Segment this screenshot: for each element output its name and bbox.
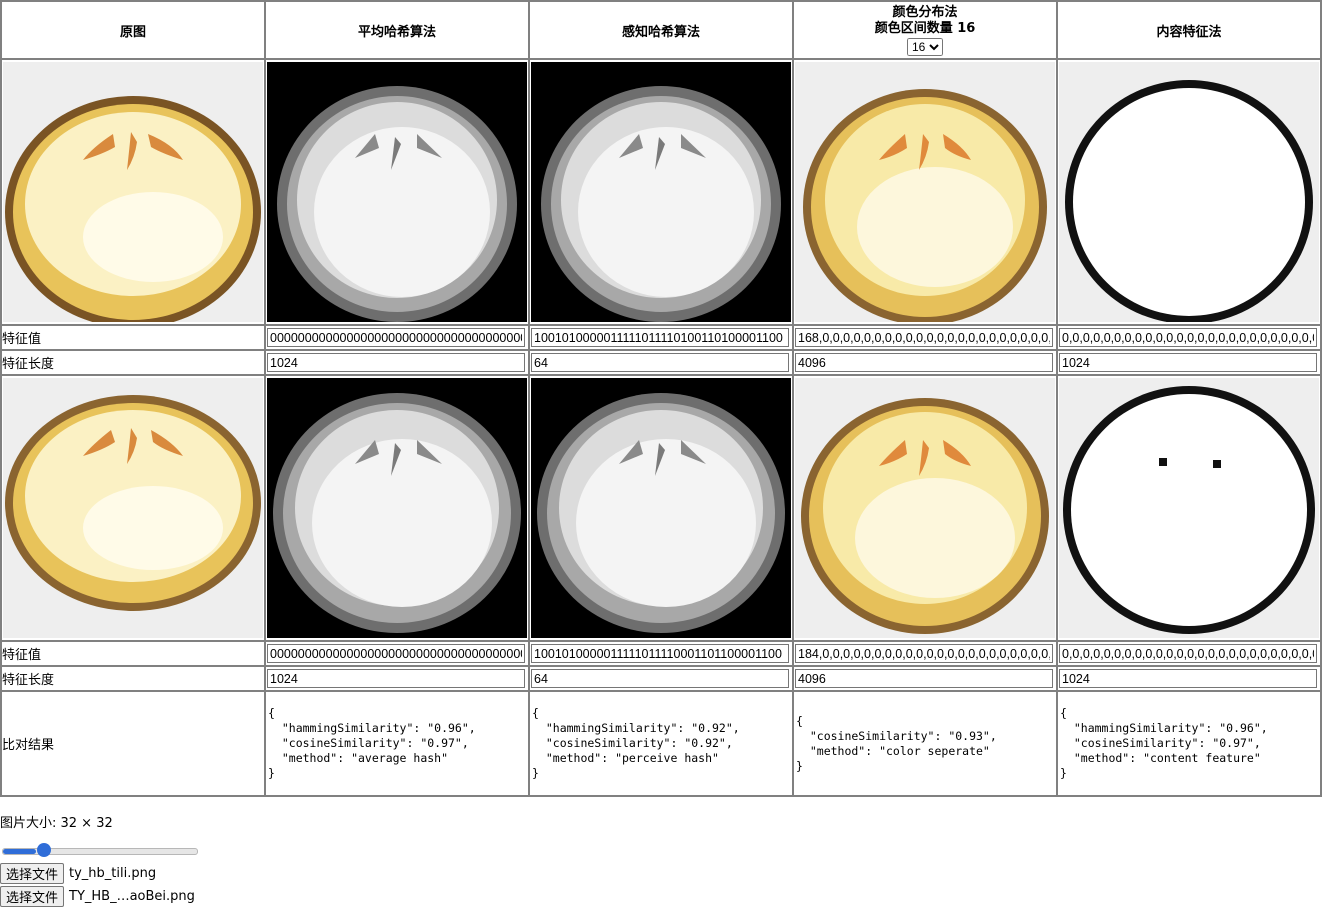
image2-row (1, 375, 1321, 641)
image1-ahash-preview (267, 62, 527, 322)
image1-ahash-cell (265, 59, 529, 325)
image2-phash-value[interactable] (531, 644, 789, 663)
color-bins-select[interactable]: 16 (907, 37, 943, 56)
compare-result-label: 比对结果 (1, 691, 265, 796)
slider-thumb[interactable] (36, 843, 51, 857)
image1-content-preview (1059, 62, 1319, 322)
image2-content-preview (1059, 378, 1319, 638)
slider-fill (3, 849, 36, 854)
image1-color-length[interactable] (795, 353, 1053, 372)
image2-ahash-value[interactable] (267, 644, 525, 663)
image2-phash-preview (531, 378, 791, 638)
header-perceive-hash: 感知哈希算法 (529, 1, 793, 59)
size-slider[interactable] (2, 842, 198, 860)
image1-color-preview (795, 62, 1055, 322)
image2-feature-value-label: 特征值 (1, 641, 265, 666)
image2-ahash-preview (267, 378, 527, 638)
file-input-2: 选择文件 TY_HB_…aoBei.png (0, 885, 195, 907)
image1-content-cell (1057, 59, 1321, 325)
image1-original-cell (1, 59, 265, 325)
image2-feature-length-row: 特征长度 (1, 666, 1321, 691)
slider-track[interactable] (2, 848, 198, 855)
ahash-result: { "hammingSimilarity": "0.96", "cosineSi… (268, 706, 476, 780)
content-result: { "hammingSimilarity": "0.96", "cosineSi… (1060, 706, 1268, 780)
color-result: { "cosineSimilarity": "0.93", "method": … (796, 713, 997, 773)
image2-content-length[interactable] (1059, 669, 1317, 688)
image1-content-value[interactable] (1059, 328, 1317, 347)
image1-feature-length-label: 特征长度 (1, 350, 265, 375)
image2-feature-length-label: 特征长度 (1, 666, 265, 691)
image1-ahash-value[interactable] (267, 328, 525, 347)
image2-phash-length[interactable] (531, 669, 789, 688)
image2-color-cell (793, 375, 1057, 641)
image1-phash-value[interactable] (531, 328, 789, 347)
image1-phash-preview (531, 62, 791, 322)
image1-row (1, 59, 1321, 325)
choose-file-button-2[interactable]: 选择文件 (0, 885, 65, 907)
image2-feature-value-row: 特征值 (1, 641, 1321, 666)
header-content-feature: 内容特征法 (1057, 1, 1321, 59)
image2-ahash-length[interactable] (267, 669, 525, 688)
image2-ahash-cell (265, 375, 529, 641)
image2-color-length[interactable] (795, 669, 1053, 688)
image2-original (3, 378, 263, 638)
header-original: 原图 (1, 1, 265, 59)
image1-content-length[interactable] (1059, 353, 1317, 372)
phash-result: { "hammingSimilarity": "0.92", "cosineSi… (532, 706, 740, 780)
comparison-table: 原图 平均哈希算法 感知哈希算法 颜色分布法 颜色区间数量 16 16 内容特征… (0, 0, 1322, 797)
image1-ahash-length[interactable] (267, 353, 525, 372)
image1-phash-length[interactable] (531, 353, 789, 372)
image1-feature-length-row: 特征长度 (1, 350, 1321, 375)
image2-content-cell (1057, 375, 1321, 641)
color-bins-label: 颜色区间数量 16 (874, 20, 976, 36)
choose-file-button-1[interactable]: 选择文件 (0, 862, 65, 884)
image1-color-cell (793, 59, 1057, 325)
image2-phash-cell (529, 375, 793, 641)
image1-feature-value-label: 特征值 (1, 325, 265, 350)
file-name-1: ty_hb_tili.png (69, 865, 157, 881)
image1-phash-cell (529, 59, 793, 325)
header-average-hash: 平均哈希算法 (265, 1, 529, 59)
image2-content-value[interactable] (1059, 644, 1317, 663)
header-row: 原图 平均哈希算法 感知哈希算法 颜色分布法 颜色区间数量 16 16 内容特征… (1, 1, 1321, 59)
compare-result-row: 比对结果 { "hammingSimilarity": "0.96", "cos… (1, 691, 1321, 796)
image1-feature-value-row: 特征值 (1, 325, 1321, 350)
file-input-1: 选择文件 ty_hb_tili.png (0, 862, 156, 884)
color-method-title: 颜色分布法 (892, 4, 958, 20)
image2-color-value[interactable] (795, 644, 1053, 663)
header-color-distribution: 颜色分布法 颜色区间数量 16 16 (793, 1, 1057, 59)
image2-color-preview (795, 378, 1055, 638)
image1-color-value[interactable] (795, 328, 1053, 347)
image2-original-cell (1, 375, 265, 641)
file-name-2: TY_HB_…aoBei.png (69, 888, 195, 904)
image1-original (3, 62, 263, 322)
image-size-text: 图片大小: 32 × 32 (0, 816, 113, 831)
